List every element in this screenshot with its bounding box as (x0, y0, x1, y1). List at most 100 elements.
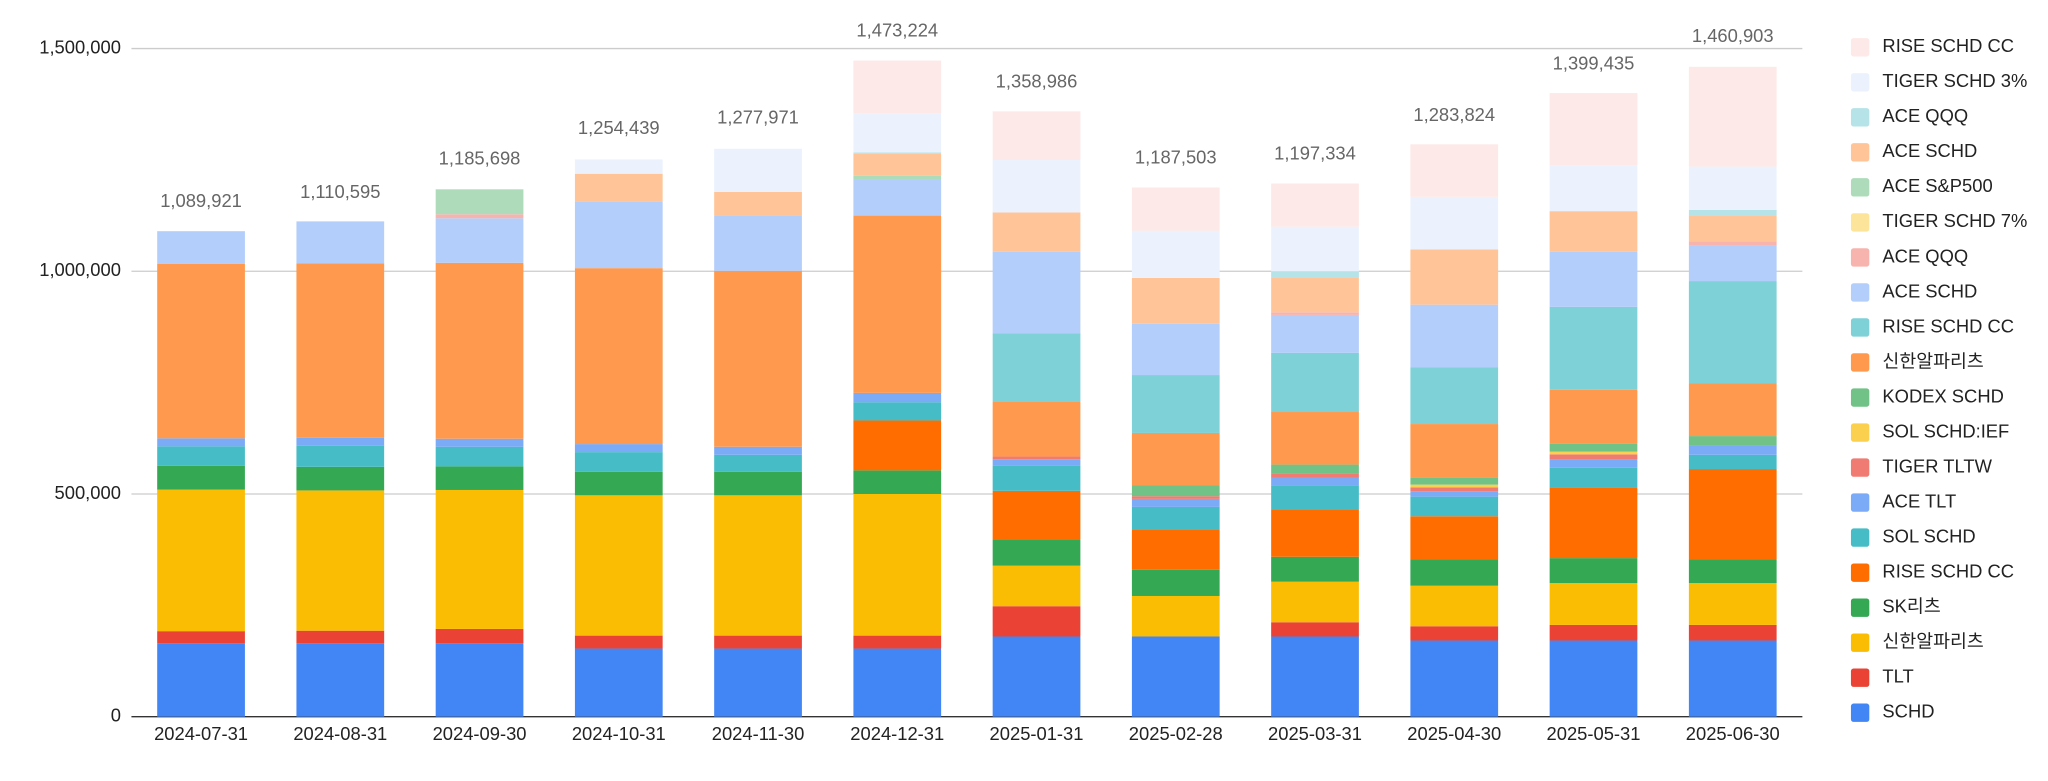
legend-swatch (1850, 108, 1870, 127)
legend-label: 신한알파리츠 (1882, 631, 1983, 652)
legend-label: KODEX SCHD (1882, 385, 2003, 406)
legend-label: ACE SCHD (1882, 140, 1977, 161)
bar-segment (992, 606, 1081, 637)
bar-segment (1549, 467, 1638, 488)
bar-segment (714, 191, 802, 216)
bar-segment (1410, 304, 1499, 368)
bar-segment (853, 60, 942, 114)
bar-segment (1688, 640, 1777, 717)
x-tick-label: 2025-04-30 (1407, 723, 1501, 744)
bar-segment (574, 268, 663, 445)
legend-swatch (1850, 353, 1870, 372)
bar-segment (1688, 166, 1777, 210)
bar-segment (574, 495, 663, 636)
x-tick-label: 2025-05-31 (1547, 723, 1641, 744)
bar-segment (992, 251, 1081, 334)
bar-segment (1271, 636, 1359, 717)
bar-segment (1410, 424, 1499, 478)
total-label: 1,089,921 (160, 190, 242, 211)
bar-segment (1549, 306, 1638, 390)
bar-segment (435, 628, 524, 644)
y-tick-label: 1,500,000 (39, 36, 121, 57)
bar-segment (992, 401, 1081, 457)
bar-segment (1131, 636, 1220, 717)
bar-segment (1271, 314, 1359, 353)
bar-segment (574, 635, 663, 649)
bar-segment (435, 446, 524, 467)
x-tick-label: 2025-03-31 (1268, 723, 1362, 744)
x-tick-label: 2025-02-28 (1129, 723, 1223, 744)
bar-segment (1410, 559, 1499, 586)
bar-segment (1410, 640, 1499, 717)
bar-segment (992, 333, 1081, 402)
bar-segment (435, 438, 524, 447)
legend-swatch (1850, 458, 1870, 477)
x-tick-label: 2024-10-31 (572, 723, 666, 744)
bar-segment (1410, 516, 1499, 560)
bar-segment (1549, 389, 1638, 444)
bar-segment (1271, 183, 1359, 227)
bar-segment (574, 452, 663, 472)
bar-segment (574, 201, 663, 269)
legend-label: RISE SCHD CC (1882, 561, 2014, 582)
bar-segment (992, 159, 1081, 213)
legend-swatch (1850, 563, 1870, 582)
bar-segment (992, 636, 1081, 717)
bar-segment (1688, 215, 1777, 242)
legend-swatch (1850, 178, 1870, 197)
bar-segment (853, 215, 942, 393)
legend-swatch (1850, 248, 1870, 267)
bar-segment (1549, 640, 1638, 717)
legend-swatch (1850, 528, 1870, 547)
bar-segment (1410, 249, 1499, 305)
bar-segment (1688, 209, 1777, 216)
bar-segment (296, 445, 385, 467)
bar-segment (714, 270, 802, 447)
bar-segment (1549, 454, 1638, 460)
bar-segment (853, 152, 942, 154)
legend-label: TLT (1882, 666, 1913, 687)
x-tick-label: 2025-01-31 (990, 723, 1084, 744)
bar-segment (714, 495, 802, 636)
bar-segment (296, 263, 385, 438)
bar-segment (1271, 352, 1359, 413)
bar-segment (714, 635, 802, 649)
legend-label: SOL SCHD (1882, 525, 1975, 546)
bar-segment (1549, 558, 1638, 584)
bar-segment (1549, 487, 1638, 559)
bar-segment (296, 630, 385, 644)
legend-swatch (1850, 668, 1870, 687)
bar-segment (853, 153, 942, 176)
bar-segment (714, 148, 802, 192)
bar-segment (157, 489, 245, 632)
bar-segment (1688, 445, 1777, 455)
total-label: 1,185,698 (439, 148, 521, 169)
bar-segment (1688, 583, 1777, 625)
total-label: 1,277,971 (717, 106, 799, 127)
y-tick-label: 0 (111, 705, 121, 726)
legend-label: TIGER TLTW (1882, 455, 1992, 476)
legend-label: ACE QQQ (1882, 105, 1968, 126)
bar-segment (435, 189, 524, 215)
bar-segment (1271, 485, 1359, 510)
bar-segment (1688, 241, 1777, 246)
bar-segment (992, 490, 1081, 540)
bar-segment (1410, 144, 1499, 197)
total-label: 1,283,824 (1413, 104, 1495, 125)
bar-segment (1131, 485, 1220, 497)
bar-segment (1131, 529, 1220, 570)
bar-segment (853, 635, 942, 649)
bar-segment (1549, 459, 1638, 468)
legend-swatch (1850, 143, 1870, 162)
legend-label: SK리츠 (1882, 596, 1940, 617)
legend-swatch (1850, 633, 1870, 652)
legend-swatch (1850, 283, 1870, 302)
bar-segment (1410, 484, 1499, 488)
y-tick-label: 1,000,000 (39, 259, 121, 280)
x-tick-label: 2024-08-31 (293, 723, 387, 744)
bar-segment (853, 402, 942, 421)
bar-segment (1131, 595, 1220, 637)
bar-segment (853, 470, 942, 494)
bar-segment (992, 565, 1081, 607)
x-tick-label: 2024-12-31 (850, 723, 944, 744)
